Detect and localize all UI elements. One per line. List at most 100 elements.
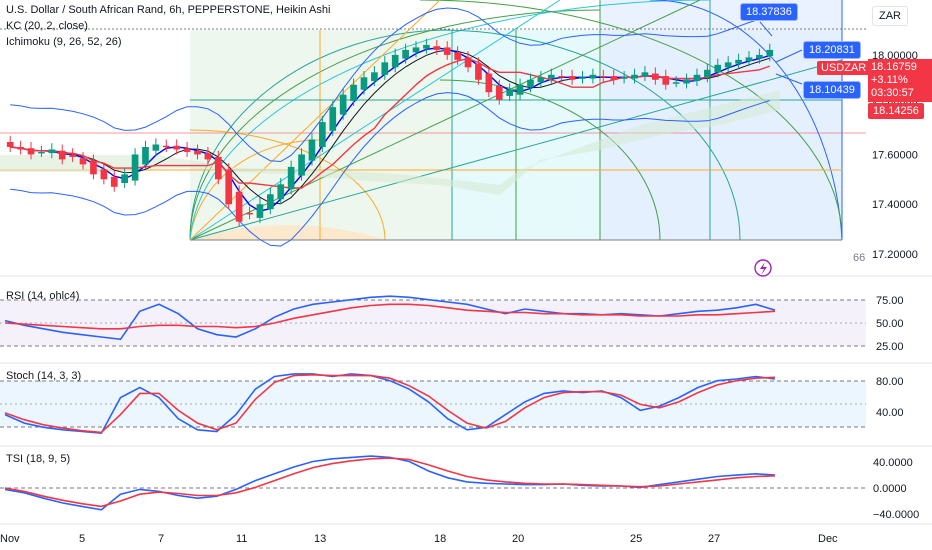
candle-body[interactable] [412, 47, 420, 53]
candle-body[interactable] [339, 94, 347, 115]
candle-body[interactable] [599, 76, 607, 78]
candle-body[interactable] [38, 151, 45, 154]
time-axis-label: 5 [79, 533, 85, 545]
candle-body[interactable] [391, 54, 399, 68]
candle-body[interactable] [267, 194, 274, 210]
time-axis-label: 13 [314, 533, 326, 545]
candle-body[interactable] [652, 73, 659, 80]
rsi-legend[interactable]: RSI (14, ohlc4) [6, 290, 80, 302]
candle-body[interactable] [568, 76, 576, 80]
candle-body[interactable] [558, 76, 566, 78]
candle-body[interactable] [402, 49, 409, 59]
candle-body[interactable] [350, 84, 357, 101]
candle-body[interactable] [527, 79, 534, 88]
candle-body[interactable] [277, 184, 285, 200]
price-axis-label: 17.60000 [872, 149, 918, 161]
candle-body[interactable] [319, 122, 326, 147]
candle-body[interactable] [464, 57, 472, 68]
callout-top[interactable]: 18.37836 [740, 3, 798, 21]
rsi-axis-label: 50.00 [876, 318, 904, 330]
candle-body[interactable] [454, 52, 461, 60]
candle-body[interactable] [683, 79, 690, 84]
time-axis-label: Dec [818, 533, 838, 545]
candle-body[interactable] [329, 107, 337, 131]
candle-body[interactable] [579, 77, 586, 79]
candle-body[interactable] [6, 142, 14, 147]
candle-body[interactable] [714, 64, 722, 73]
candle-body[interactable] [662, 76, 670, 85]
tsi-legend[interactable]: TSI (18, 9, 5) [6, 453, 71, 465]
candle-body[interactable] [475, 63, 482, 80]
candle-body[interactable] [17, 146, 24, 150]
candle-body[interactable] [360, 77, 368, 90]
stoch-legend[interactable]: Stoch (14, 3, 3) [6, 370, 82, 382]
candle-body[interactable] [214, 156, 222, 180]
callout-low[interactable]: 18.10439 [803, 81, 861, 99]
flash-icon[interactable] [754, 259, 772, 277]
candle-body[interactable] [641, 72, 649, 77]
candle-body[interactable] [194, 150, 201, 155]
price-change: +3.11% [871, 74, 908, 86]
candle-body[interactable] [371, 72, 378, 82]
candle-body[interactable] [131, 154, 139, 181]
candle-body[interactable] [735, 59, 742, 64]
candle-body[interactable] [183, 148, 191, 152]
candle-body[interactable] [766, 49, 774, 57]
candle-body[interactable] [443, 47, 451, 55]
candle-body[interactable] [225, 169, 233, 205]
price-axis-label: 18.00000 [872, 50, 918, 62]
candle-body[interactable] [610, 76, 618, 80]
candle-body[interactable] [516, 84, 524, 95]
candle-body[interactable] [485, 73, 493, 93]
candle-body[interactable] [298, 154, 305, 176]
candle-body[interactable] [121, 174, 128, 184]
candle-body[interactable] [142, 146, 149, 165]
candle-body[interactable] [27, 148, 35, 155]
candle-body[interactable] [756, 54, 763, 59]
candle-body[interactable] [308, 139, 316, 161]
candle-body[interactable] [745, 57, 753, 62]
candle-body[interactable] [381, 62, 389, 75]
oscillator-line [4, 457, 776, 508]
kc-legend[interactable]: KC (20, 2, close) [6, 20, 88, 32]
candle-body[interactable] [495, 86, 503, 100]
kc-lower [10, 92, 770, 247]
candle-body[interactable] [204, 153, 212, 160]
candle-body[interactable] [423, 44, 430, 49]
callout-mid[interactable]: 18.20831 [803, 41, 861, 59]
candle-body[interactable] [547, 74, 555, 79]
candle-body[interactable] [672, 82, 680, 84]
flash-icon-bolt [760, 262, 767, 275]
candle-body[interactable] [724, 62, 732, 68]
candle-body[interactable] [162, 145, 170, 148]
candle-body[interactable] [506, 89, 513, 96]
candle-body[interactable] [79, 158, 87, 165]
price-value: 18.16759 [871, 61, 917, 73]
candle-body[interactable] [620, 77, 628, 79]
candle-body[interactable] [256, 204, 264, 218]
candle-body[interactable] [433, 46, 441, 50]
fib-arc-4 [189, 0, 710, 241]
candle-body[interactable] [58, 150, 66, 160]
candle-body[interactable] [589, 74, 597, 79]
candle-body[interactable] [69, 154, 76, 157]
candle-body[interactable] [693, 74, 701, 82]
candle-body[interactable] [110, 176, 118, 187]
candle-body[interactable] [631, 74, 638, 79]
candle-body[interactable] [152, 144, 160, 151]
candle-body[interactable] [173, 145, 181, 150]
candle-body[interactable] [90, 160, 97, 175]
fib-arc-big-3 [439, 29, 741, 241]
candle-body[interactable] [100, 169, 108, 180]
candle-body[interactable] [48, 149, 56, 154]
candle-body[interactable] [235, 191, 243, 222]
ichimoku-legend[interactable]: Ichimoku (9, 26, 52, 26) [6, 36, 122, 48]
candle-body[interactable] [537, 77, 545, 83]
currency-button[interactable]: ZAR [872, 6, 908, 26]
candle-body[interactable] [704, 69, 711, 78]
candle-body[interactable] [287, 166, 295, 190]
time-axis-label: 27 [708, 533, 720, 545]
candle-body[interactable] [246, 212, 253, 215]
time-axis-label: Nov [0, 533, 20, 545]
